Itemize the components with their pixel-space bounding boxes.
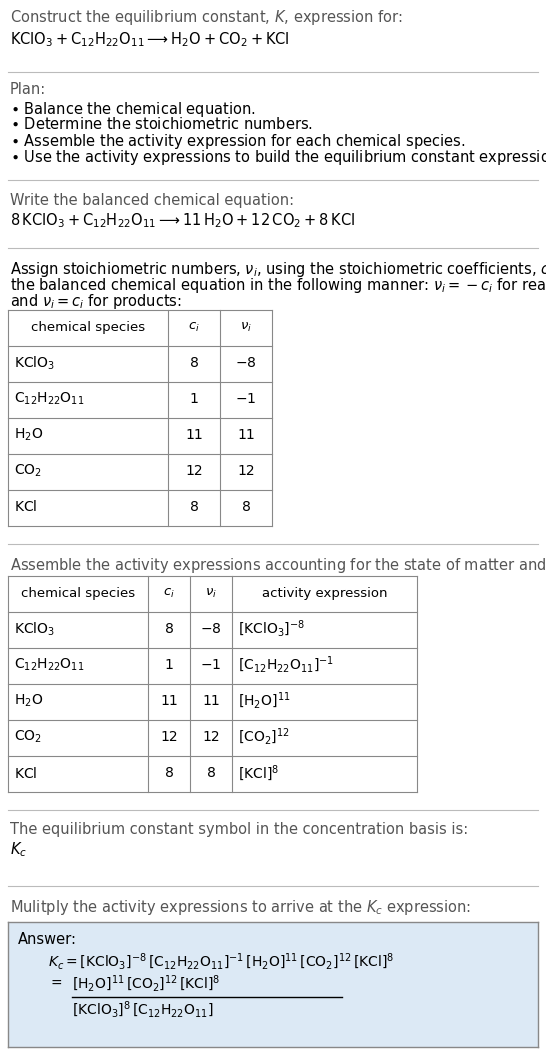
Text: 1: 1 <box>189 392 198 406</box>
Text: $\bullet$ Use the activity expressions to build the equilibrium constant express: $\bullet$ Use the activity expressions t… <box>10 148 546 167</box>
Text: $\mathrm{C_{12}H_{22}O_{11}}$: $\mathrm{C_{12}H_{22}O_{11}}$ <box>14 657 85 673</box>
Text: $-1$: $-1$ <box>235 392 257 406</box>
Text: 1: 1 <box>164 658 174 672</box>
Text: $\mathrm{KClO_3 + C_{12}H_{22}O_{11} \longrightarrow H_2O + CO_2 + KCl}$: $\mathrm{KClO_3 + C_{12}H_{22}O_{11} \lo… <box>10 29 290 48</box>
Text: $\mathrm{KClO_3}$: $\mathrm{KClO_3}$ <box>14 620 55 638</box>
Text: $[\mathrm{CO_2}]^{12}$: $[\mathrm{CO_2}]^{12}$ <box>238 727 290 748</box>
Text: 11: 11 <box>237 428 255 442</box>
Text: Construct the equilibrium constant, $K$, expression for:: Construct the equilibrium constant, $K$,… <box>10 8 402 27</box>
Text: 11: 11 <box>160 694 178 708</box>
Text: $8\,\mathrm{KClO_3 + C_{12}H_{22}O_{11} \longrightarrow 11\,H_2O + 12\,CO_2 + 8\: $8\,\mathrm{KClO_3 + C_{12}H_{22}O_{11} … <box>10 211 355 230</box>
Text: $\mathrm{H_2O}$: $\mathrm{H_2O}$ <box>14 693 43 710</box>
Text: chemical species: chemical species <box>31 320 145 334</box>
Text: $c_i$: $c_i$ <box>188 320 200 334</box>
Text: $\mathrm{KCl}$: $\mathrm{KCl}$ <box>14 766 37 780</box>
Text: $\bullet$ Determine the stoichiometric numbers.: $\bullet$ Determine the stoichiometric n… <box>10 116 313 132</box>
Text: Assign stoichiometric numbers, $\nu_i$, using the stoichiometric coefficients, $: Assign stoichiometric numbers, $\nu_i$, … <box>10 260 546 279</box>
Text: 8: 8 <box>206 766 216 780</box>
Text: Plan:: Plan: <box>10 82 46 97</box>
Text: activity expression: activity expression <box>262 587 387 599</box>
Text: $[\mathrm{H_2O}]^{11}$: $[\mathrm{H_2O}]^{11}$ <box>238 691 290 711</box>
Text: Mulitply the activity expressions to arrive at the $K_c$ expression:: Mulitply the activity expressions to arr… <box>10 898 471 917</box>
Text: 12: 12 <box>160 730 178 744</box>
Text: chemical species: chemical species <box>21 587 135 599</box>
Text: $-1$: $-1$ <box>200 658 222 672</box>
Text: 11: 11 <box>185 428 203 442</box>
Text: 8: 8 <box>241 500 251 514</box>
Text: $\nu_i$: $\nu_i$ <box>205 587 217 599</box>
Text: $=$: $=$ <box>48 975 63 989</box>
Text: $[\mathrm{C_{12}H_{22}O_{11}}]^{-1}$: $[\mathrm{C_{12}H_{22}O_{11}}]^{-1}$ <box>238 655 334 675</box>
Text: $\bullet$ Assemble the activity expression for each chemical species.: $\bullet$ Assemble the activity expressi… <box>10 132 465 151</box>
Text: Answer:: Answer: <box>18 932 77 947</box>
Text: the balanced chemical equation in the following manner: $\nu_i = -c_i$ for react: the balanced chemical equation in the fo… <box>10 276 546 295</box>
Text: $c_i$: $c_i$ <box>163 587 175 599</box>
Text: $-8$: $-8$ <box>200 622 222 636</box>
Text: $[\mathrm{H_2O}]^{11}\,[\mathrm{CO_2}]^{12}\,[\mathrm{KCl}]^{8}$: $[\mathrm{H_2O}]^{11}\,[\mathrm{CO_2}]^{… <box>72 974 221 994</box>
Text: $\mathrm{C_{12}H_{22}O_{11}}$: $\mathrm{C_{12}H_{22}O_{11}}$ <box>14 391 85 408</box>
Text: $\mathrm{CO_2}$: $\mathrm{CO_2}$ <box>14 463 42 479</box>
Text: Write the balanced chemical equation:: Write the balanced chemical equation: <box>10 193 294 208</box>
Text: $\bullet$ Balance the chemical equation.: $\bullet$ Balance the chemical equation. <box>10 100 256 119</box>
Text: $\mathrm{KCl}$: $\mathrm{KCl}$ <box>14 499 37 515</box>
Text: 11: 11 <box>202 694 220 708</box>
Text: 12: 12 <box>237 464 255 478</box>
Text: $-8$: $-8$ <box>235 356 257 370</box>
Text: $[\mathrm{KCl}]^{8}$: $[\mathrm{KCl}]^{8}$ <box>238 763 279 783</box>
Text: 8: 8 <box>189 356 198 370</box>
Text: Assemble the activity expressions accounting for the state of matter and $\nu_i$: Assemble the activity expressions accoun… <box>10 556 546 575</box>
Text: 8: 8 <box>164 622 174 636</box>
Text: 8: 8 <box>189 500 198 514</box>
Text: $\mathrm{CO_2}$: $\mathrm{CO_2}$ <box>14 729 42 746</box>
Text: $K_c$: $K_c$ <box>10 840 27 858</box>
Text: $[\mathrm{KClO_3}]^{-8}$: $[\mathrm{KClO_3}]^{-8}$ <box>238 619 305 639</box>
Text: $[\mathrm{KClO_3}]^{8}\,[\mathrm{C_{12}H_{22}O_{11}}]$: $[\mathrm{KClO_3}]^{8}\,[\mathrm{C_{12}H… <box>72 1000 213 1020</box>
Text: 12: 12 <box>202 730 220 744</box>
Text: $K_c = [\mathrm{KClO_3}]^{-8}\,[\mathrm{C_{12}H_{22}O_{11}}]^{-1}\,[\mathrm{H_2O: $K_c = [\mathrm{KClO_3}]^{-8}\,[\mathrm{… <box>48 952 394 972</box>
Text: The equilibrium constant symbol in the concentration basis is:: The equilibrium constant symbol in the c… <box>10 822 468 837</box>
Text: and $\nu_i = c_i$ for products:: and $\nu_i = c_i$ for products: <box>10 292 182 311</box>
Text: $\mathrm{KClO_3}$: $\mathrm{KClO_3}$ <box>14 354 55 372</box>
Text: $\mathrm{H_2O}$: $\mathrm{H_2O}$ <box>14 426 43 443</box>
Text: 12: 12 <box>185 464 203 478</box>
Text: 8: 8 <box>164 766 174 780</box>
Text: $\nu_i$: $\nu_i$ <box>240 320 252 334</box>
